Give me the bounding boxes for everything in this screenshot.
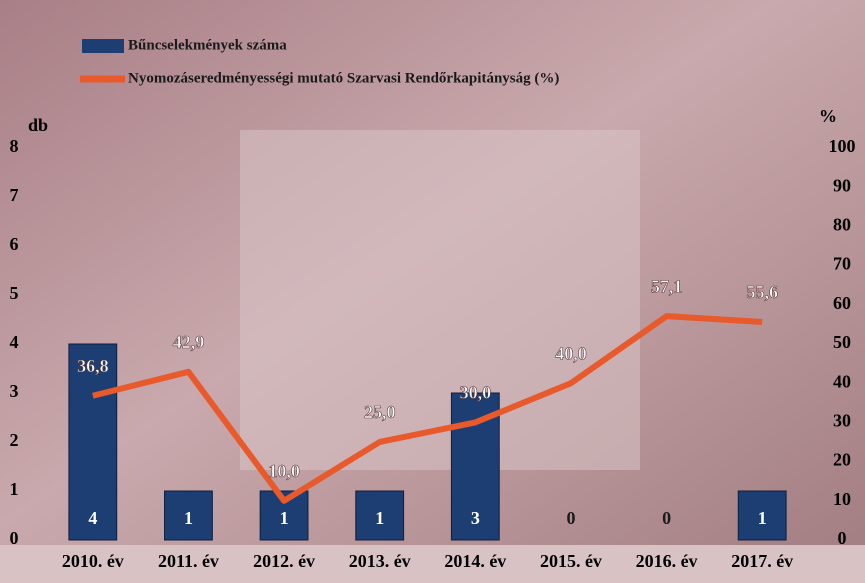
bar-value-label: 0 — [566, 508, 575, 528]
chart: db % 01234567801020304050607080901002010… — [0, 0, 865, 583]
x-tick-label: 2016. év — [636, 551, 698, 571]
y-tick-label: 8 — [10, 136, 19, 156]
legend-label: Nyomozáseredményességi mutató Szarvasi R… — [128, 70, 559, 86]
x-tick-label: 2013. év — [349, 551, 411, 571]
x-tick-label: 2015. év — [540, 551, 602, 571]
y2-axis-label: % — [819, 106, 837, 126]
y-axis-label: db — [28, 115, 48, 135]
line-value-label: 25,0 — [364, 402, 396, 422]
bar-value-label: 4 — [88, 508, 97, 528]
y2-tick-label: 90 — [833, 175, 851, 195]
y-tick-label: 3 — [10, 381, 19, 401]
y-tick-label: 1 — [10, 479, 19, 499]
y2-tick-label: 30 — [833, 411, 851, 431]
y-tick-label: 5 — [10, 283, 19, 303]
line-value-label: 55,6 — [746, 282, 778, 302]
legend-label: Bűncselekmények száma — [128, 37, 287, 53]
y2-tick-label: 70 — [833, 254, 851, 274]
line-value-label: 57,1 — [651, 276, 683, 296]
building-backdrop — [240, 130, 640, 470]
y-tick-label: 0 — [10, 528, 19, 548]
x-tick-label: 2014. év — [444, 551, 506, 571]
line-value-label: 42,9 — [173, 332, 205, 352]
bar-value-label: 1 — [280, 508, 289, 528]
line-value-label: 10,0 — [268, 461, 300, 481]
y-tick-label: 2 — [10, 430, 19, 450]
x-tick-label: 2012. év — [253, 551, 315, 571]
x-tick-label: 2017. év — [731, 551, 793, 571]
line-value-label: 40,0 — [555, 343, 587, 363]
bar-value-label: 0 — [662, 508, 671, 528]
y2-tick-label: 10 — [833, 489, 851, 509]
x-tick-label: 2010. év — [62, 551, 124, 571]
bar-value-label: 3 — [471, 508, 480, 528]
y2-tick-label: 20 — [833, 450, 851, 470]
y-tick-label: 7 — [10, 185, 19, 205]
y2-tick-label: 80 — [833, 215, 851, 235]
legend-swatch — [82, 39, 124, 53]
bar-value-label: 1 — [758, 508, 767, 528]
line-value-label: 30,0 — [460, 383, 492, 403]
y2-tick-label: 50 — [833, 332, 851, 352]
y2-tick-label: 40 — [833, 371, 851, 391]
bar-value-label: 1 — [375, 508, 384, 528]
x-tick-label: 2011. év — [158, 551, 219, 571]
y-tick-label: 6 — [10, 234, 19, 254]
y2-tick-label: 0 — [838, 528, 847, 548]
y2-tick-label: 60 — [833, 293, 851, 313]
y2-tick-label: 100 — [829, 136, 856, 156]
bar-value-label: 1 — [184, 508, 193, 528]
y-tick-label: 4 — [10, 332, 19, 352]
line-value-label: 36,8 — [77, 356, 109, 376]
